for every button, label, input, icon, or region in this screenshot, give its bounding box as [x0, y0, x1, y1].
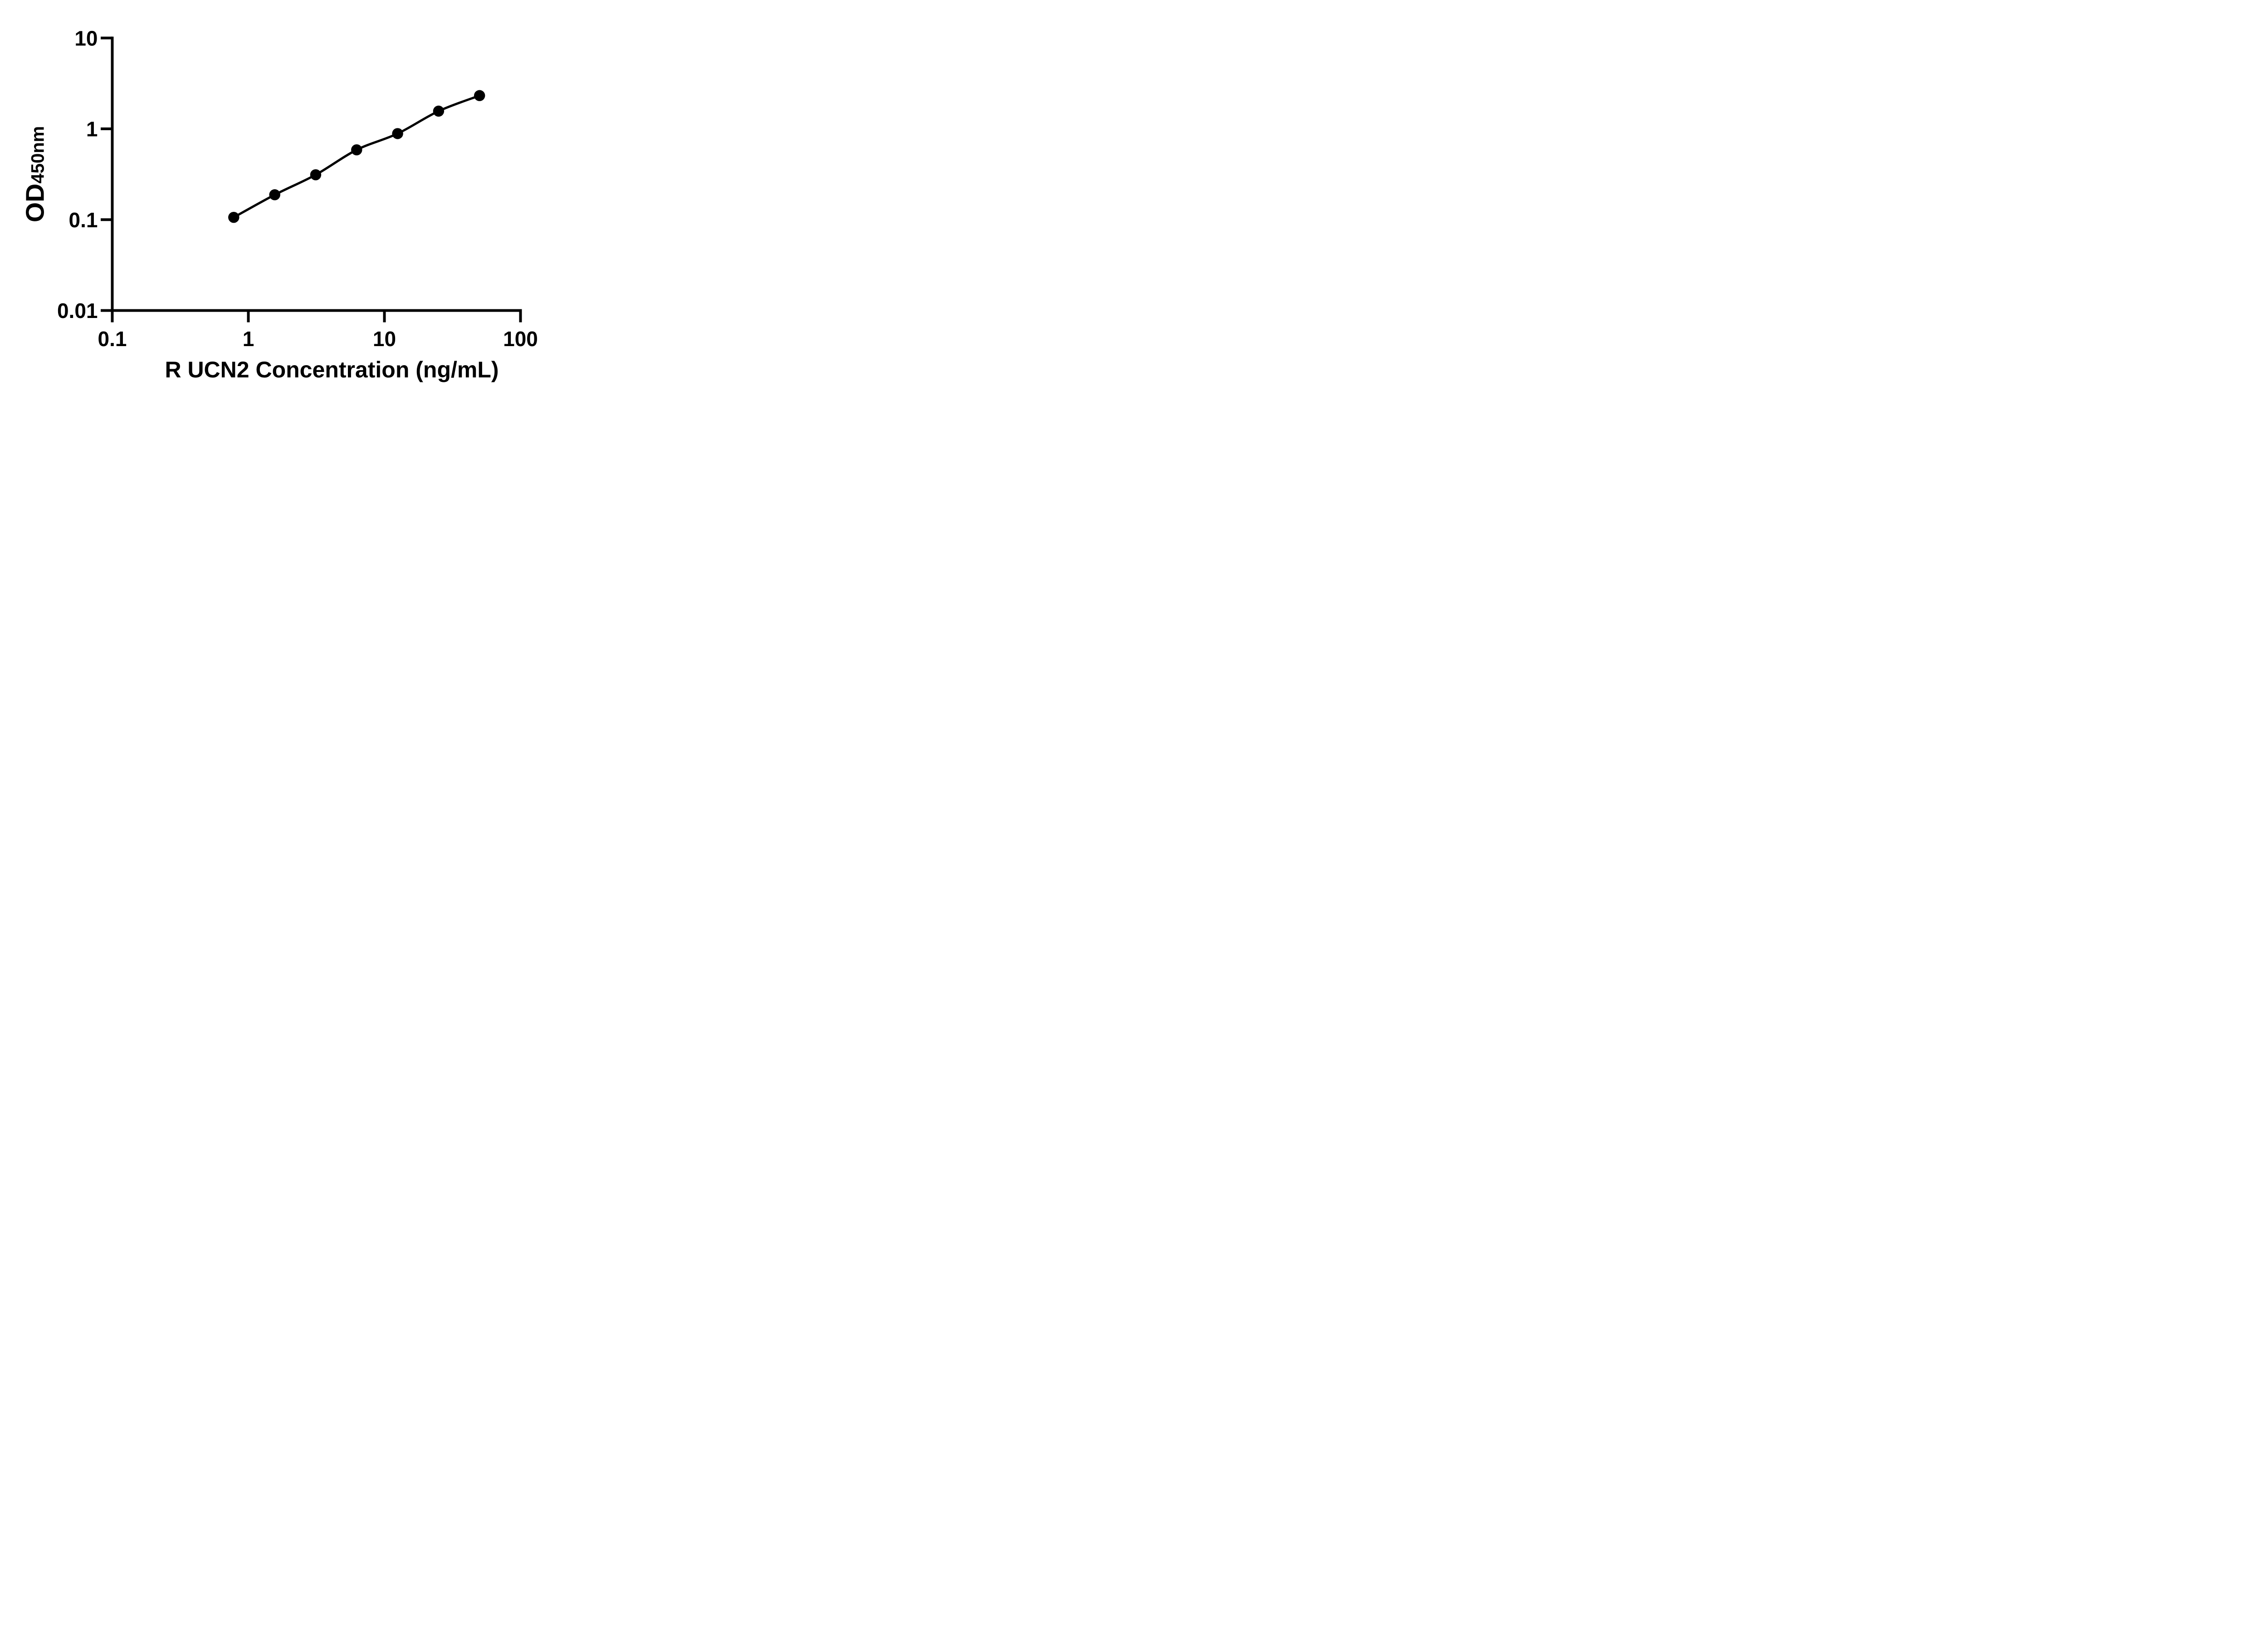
data-point-marker [310, 169, 322, 181]
x-tick-label: 10 [373, 327, 396, 351]
data-point-marker [228, 211, 240, 223]
x-axis-title: R UCN2 Concentration (ng/mL) [165, 357, 499, 382]
y-tick-label: 10 [74, 26, 98, 50]
x-tick-label: 100 [503, 327, 538, 351]
y-axis-title-sub: 450nm [28, 126, 48, 184]
y-tick-label: 0.1 [69, 208, 98, 232]
x-tick-label: 1 [243, 327, 254, 351]
data-point-marker [351, 144, 362, 156]
y-tick-label: 1 [86, 117, 98, 141]
y-axis-title-main: OD [21, 184, 50, 223]
data-point-marker [474, 90, 485, 101]
data-series [228, 90, 485, 223]
y-tick-label: 0.01 [57, 299, 98, 323]
x-tick-label: 0.1 [98, 327, 127, 351]
data-point-marker [392, 128, 403, 139]
figure: 10 1 0.1 0.01 0.1 1 10 100 R UCN2 Concentration… [0, 0, 583, 408]
y-axis-title: OD450nm [21, 126, 50, 222]
data-point-marker [433, 105, 445, 117]
data-point-marker [269, 189, 280, 200]
